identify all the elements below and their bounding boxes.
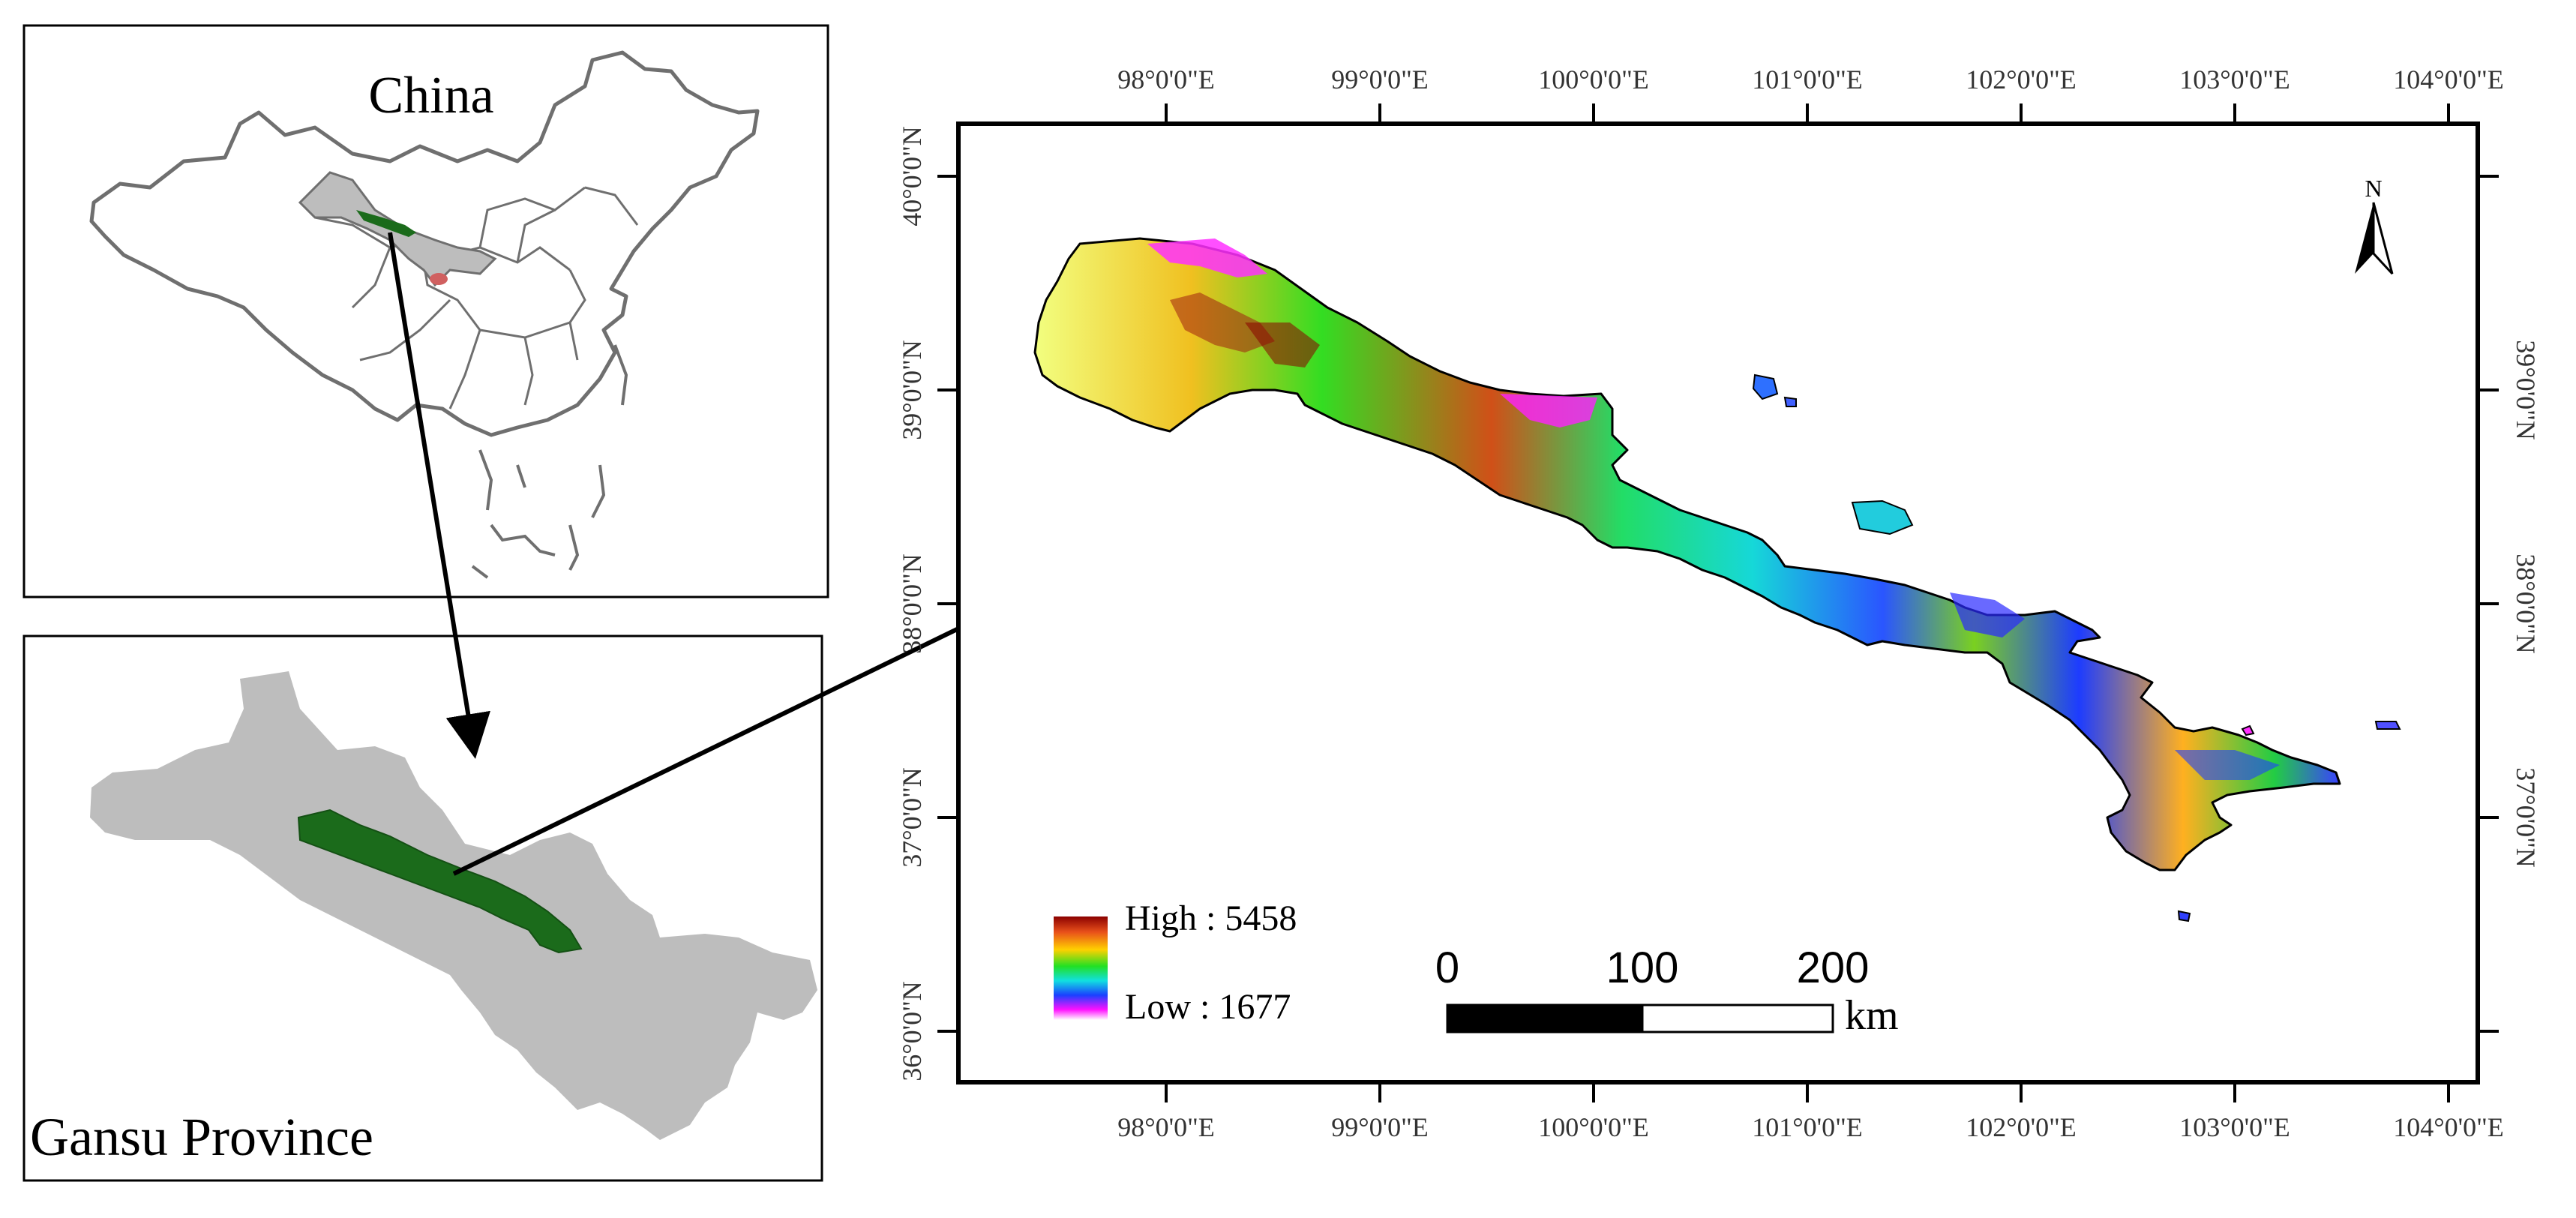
y-ticks-right <box>2478 175 2499 1033</box>
x-tick-label: 102°0'0"E <box>1966 1112 2077 1142</box>
china-red-marker <box>430 273 448 285</box>
scale-bar-label-0: 0 <box>1435 944 1459 992</box>
scale-bar-unit: km <box>1845 992 1899 1039</box>
china-inset-title: China <box>368 67 493 124</box>
x-tick-label: 98°0'0"E <box>1117 64 1215 94</box>
china-south-sea-islands <box>471 344 628 579</box>
north-arrow-label: N <box>2365 175 2382 202</box>
scale-bar-white-segment <box>1641 1004 1834 1034</box>
north-arrow-left-half <box>2355 202 2374 274</box>
x-tick-label: 104°0'0"E <box>2393 1112 2504 1142</box>
x-tick-label: 101°0'0"E <box>1752 64 1863 94</box>
gansu-inset-title: Gansu Province <box>30 1107 373 1167</box>
china-inset: China <box>22 24 829 598</box>
x-tick-label: 98°0'0"E <box>1117 1112 1215 1142</box>
elevation-legend: High : 5458 Low : 1677 <box>1054 898 1297 1027</box>
y-ticks-left <box>937 175 958 1033</box>
china-study-area <box>356 210 416 237</box>
y-tick-label: 39°0'0"N <box>2511 340 2541 440</box>
x-ticks-top <box>1165 104 2450 124</box>
x-ticks-bottom <box>1165 1082 2450 1102</box>
north-arrow-right-half <box>2372 202 2394 275</box>
china-inset-frame <box>22 24 829 598</box>
y-tick-label: 38°0'0"N <box>897 554 927 654</box>
outlier-patch-2 <box>1783 396 1797 407</box>
outlier-patch-4 <box>2241 724 2255 736</box>
outlier-patch-3 <box>1851 500 1914 536</box>
y-tick-labels-left: 40°0'0"N 39°0'0"N 38°0'0"N 37°0'0"N 36°0… <box>897 126 927 1082</box>
magenta-patch-mid <box>1500 394 1597 428</box>
outlier-patch-1 <box>1752 374 1779 400</box>
scale-bar-label-100: 100 <box>1606 944 1679 992</box>
peak-patch <box>1245 322 1320 368</box>
x-tick-label: 101°0'0"E <box>1752 1112 1863 1142</box>
gansu-study-area <box>297 808 583 954</box>
outlier-patch-5 <box>2374 721 2401 730</box>
x-tick-label: 99°0'0"E <box>1331 64 1429 94</box>
x-tick-label: 102°0'0"E <box>1966 64 2077 94</box>
elevation-raster <box>1033 237 2401 922</box>
scale-bar: 0 100 200 km <box>1435 944 1899 1039</box>
blue-patch-tail <box>2175 750 2280 780</box>
y-tick-label: 37°0'0"N <box>897 767 927 868</box>
gansu-inset-frame <box>22 634 823 1182</box>
x-tick-label: 104°0'0"E <box>2393 64 2504 94</box>
x-tick-label: 99°0'0"E <box>1331 1112 1429 1142</box>
high-elevation-patch <box>1170 292 1275 352</box>
legend-low-label: Low : 1677 <box>1125 987 1291 1027</box>
y-tick-label: 37°0'0"N <box>2511 767 2541 868</box>
main-map: 98°0'0"E 99°0'0"E 100°0'0"E 101°0'0"E 10… <box>897 64 2541 1142</box>
scale-bar-label-200: 200 <box>1797 944 1870 992</box>
x-tick-label: 100°0'0"E <box>1538 1112 1649 1142</box>
y-tick-label: 39°0'0"N <box>897 340 927 440</box>
x-tick-labels-top: 98°0'0"E 99°0'0"E 100°0'0"E 101°0'0"E 10… <box>1117 64 2504 94</box>
china-to-gansu-arrow <box>388 232 490 759</box>
x-tick-label: 103°0'0"E <box>2179 64 2290 94</box>
north-arrow: N <box>2355 175 2394 275</box>
x-tick-labels-bottom: 98°0'0"E 99°0'0"E 100°0'0"E 101°0'0"E 10… <box>1117 1112 2504 1142</box>
y-tick-label: 38°0'0"N <box>2511 554 2541 654</box>
outlier-patch-6 <box>2177 910 2191 922</box>
magenta-patch-north <box>1147 238 1267 278</box>
x-tick-label: 100°0'0"E <box>1538 64 1649 94</box>
legend-high-label: High : 5458 <box>1125 898 1297 938</box>
study-area-elevation <box>1033 237 2341 872</box>
y-tick-label: 40°0'0"N <box>897 126 927 226</box>
gansu-inset: Gansu Province <box>22 634 823 1182</box>
scale-bar-black-segment <box>1446 1004 1644 1034</box>
gansu-outline <box>90 671 817 1140</box>
y-tick-labels-right: 39°0'0"N 38°0'0"N 37°0'0"N <box>2511 340 2541 868</box>
x-tick-label: 103°0'0"E <box>2179 1112 2290 1142</box>
blue-patch-east <box>1950 592 2025 638</box>
legend-color-ramp <box>1054 916 1108 1020</box>
y-tick-label: 36°0'0"N <box>897 981 927 1082</box>
